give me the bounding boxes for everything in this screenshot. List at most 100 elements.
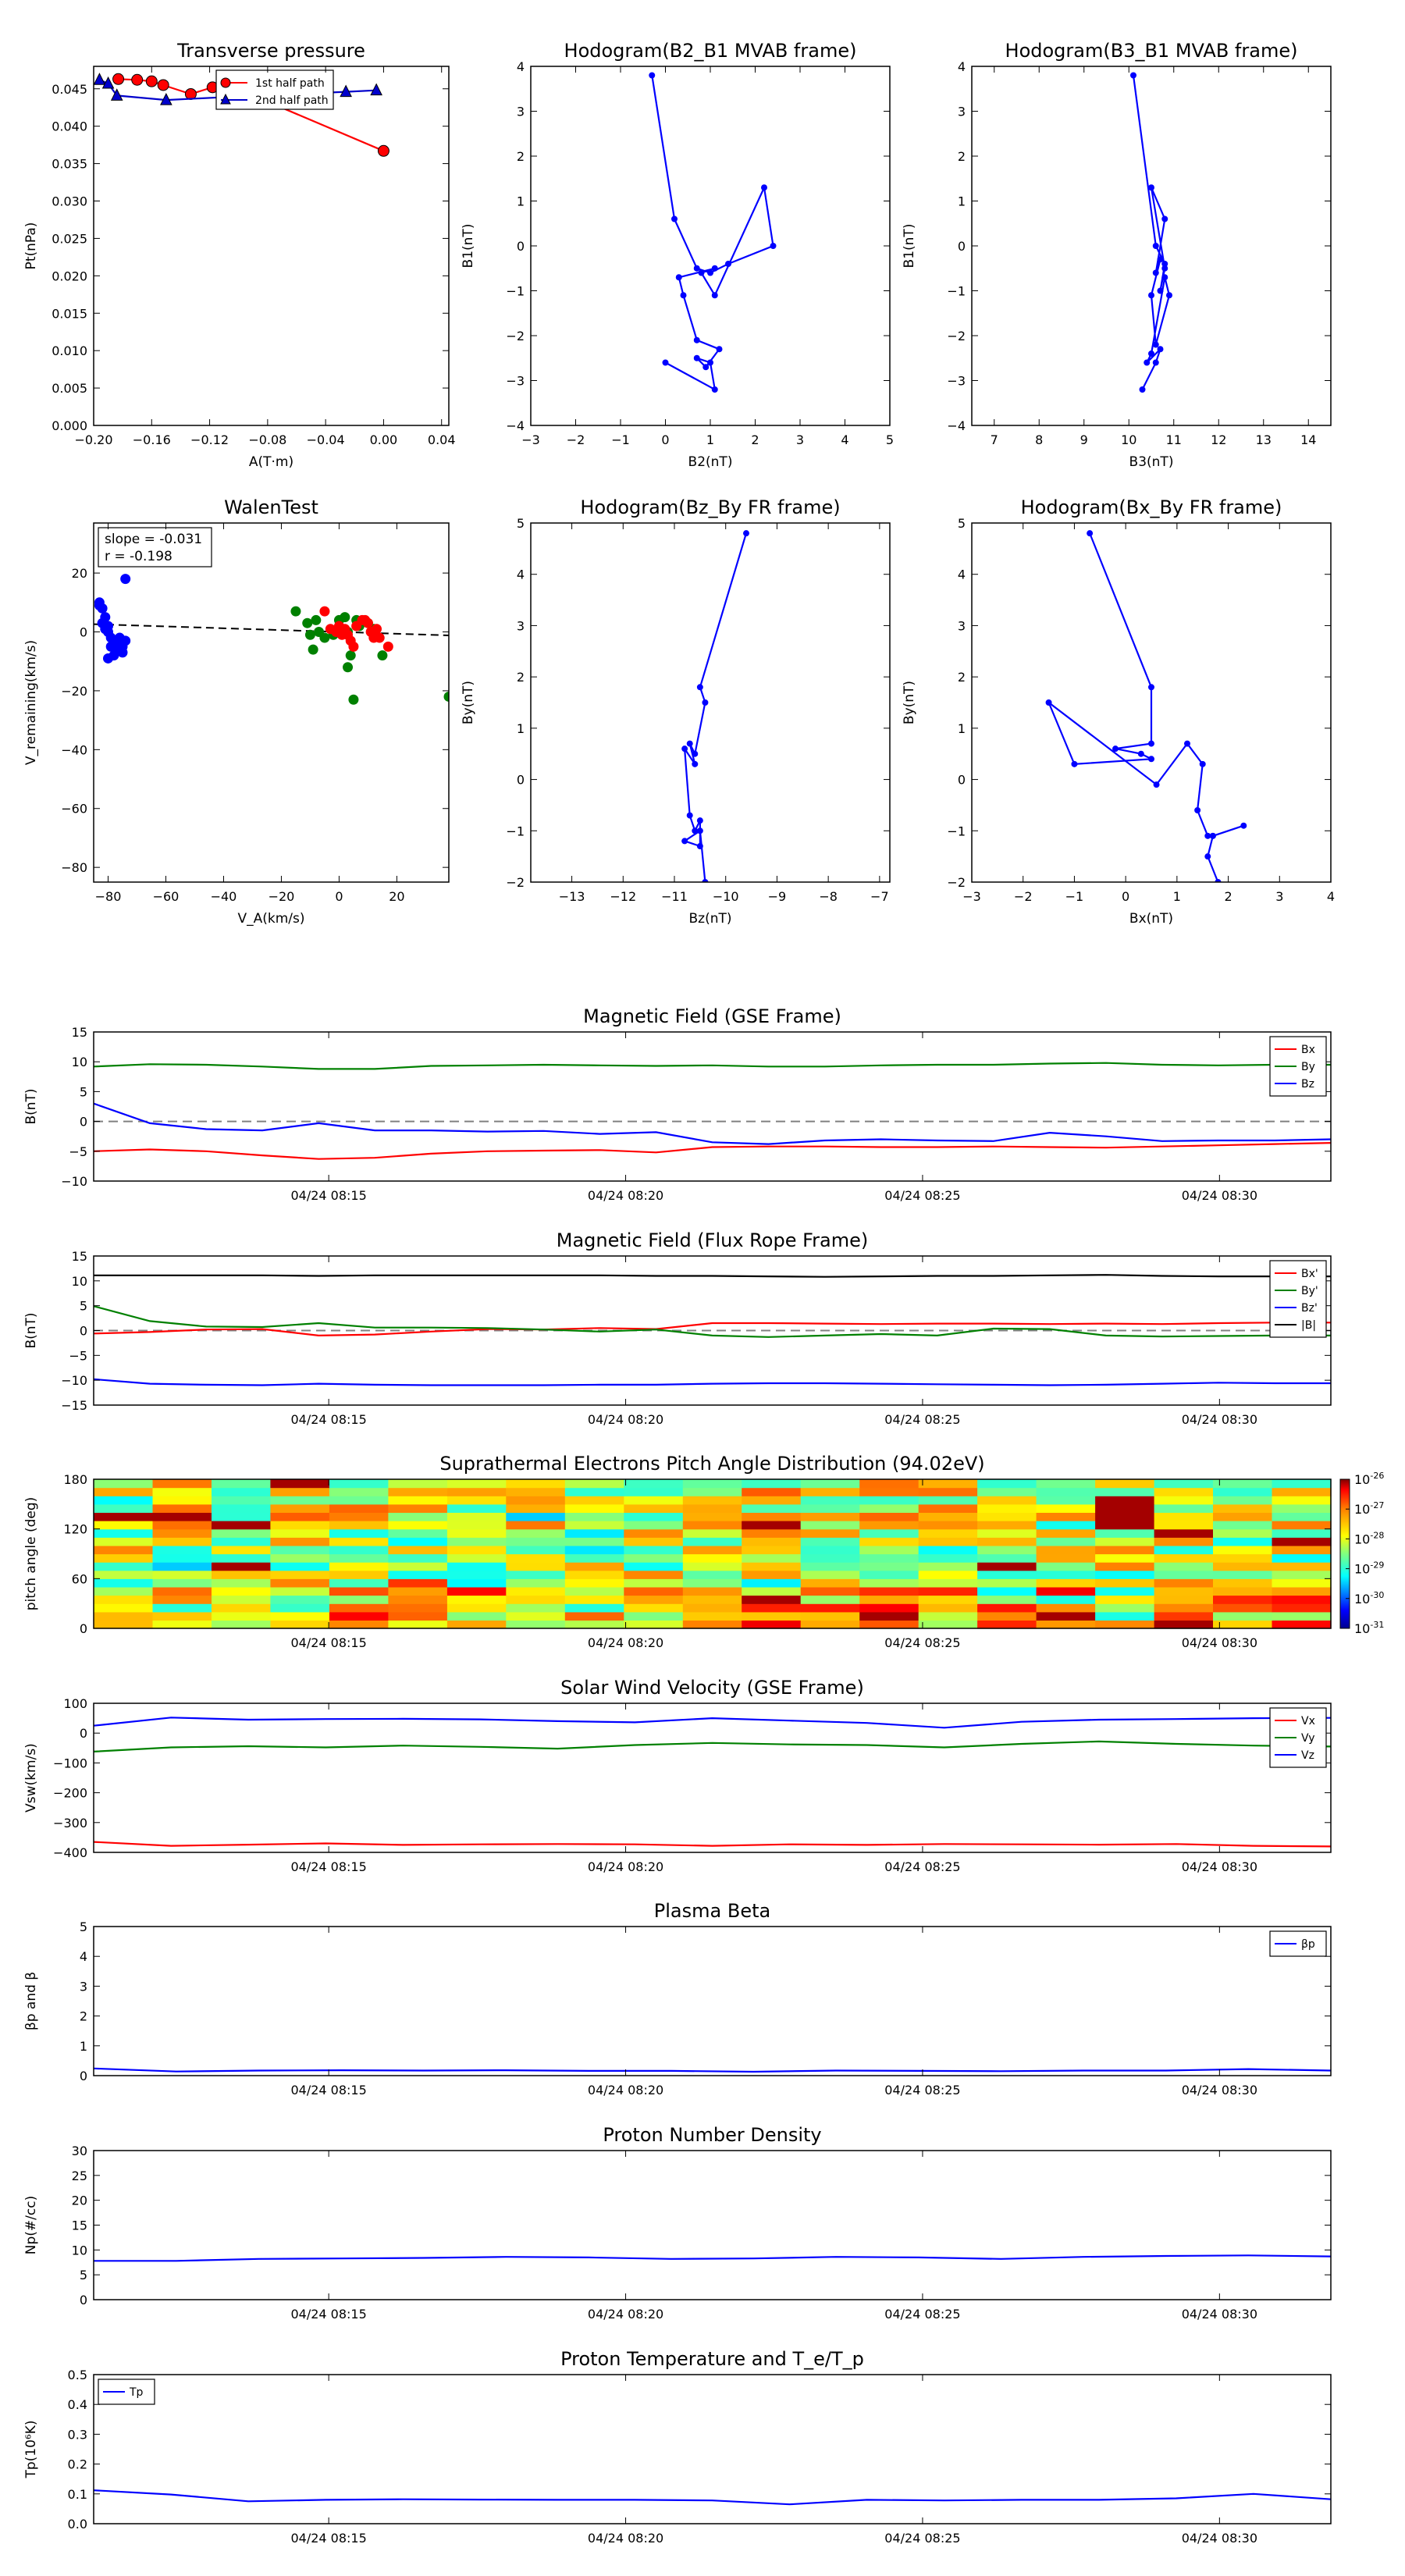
data-point [1148,292,1154,299]
heatmap-cell [1213,1562,1273,1571]
heatmap-cell [859,1586,919,1596]
y-tick-label: 25 [72,2169,87,2183]
heatmap-cell [212,1528,272,1538]
heatmap-cell [682,1578,742,1588]
data-point [696,827,703,834]
heatmap-cell [94,1503,154,1513]
heatmap-cell [270,1570,330,1579]
heatmap-cell [270,1479,330,1489]
plot-area [649,72,777,393]
heatmap-cell [682,1595,742,1604]
time-tick-label: 04/24 08:15 [290,1412,366,1427]
heatmap-cell [564,1586,624,1596]
heatmap-cell [859,1595,919,1604]
data-point [343,662,354,673]
x-axis-label: B2(nT) [688,454,733,470]
heatmap-cell [918,1603,978,1613]
series-line-0 [94,2254,1332,2262]
x-axis-label: A(T·m) [249,454,293,470]
heatmap-cell [1095,1528,1155,1538]
y-tick-label: −10 [61,1373,87,1388]
heatmap-cell [388,1528,448,1538]
time-tick-label: 04/24 08:15 [290,2307,366,2322]
data-point [345,650,356,661]
heatmap-cell [1272,1512,1332,1521]
x-tick-label: −40 [211,889,237,904]
heatmap-cell [977,1562,1037,1571]
data-point [94,73,106,85]
x-tick-label: 0.00 [370,432,398,447]
heatmap-cell [800,1611,860,1621]
heatmap-cell [800,1479,860,1489]
heatmap-cell [564,1545,624,1555]
heatmap-cell [388,1620,448,1629]
data-point [94,600,105,611]
panel-tp: 1st half path 2nd half path Transverse pre… [23,40,456,470]
data-point [308,644,318,655]
heatmap-cell [1213,1512,1273,1521]
y-tick-label: 5 [80,1299,87,1314]
heatmap-cell [977,1521,1037,1530]
heatmap-cell [624,1496,684,1505]
heatmap-cell [742,1611,802,1621]
heatmap-cell [1095,1586,1155,1596]
x-tick-label: 9 [1080,432,1088,447]
time-tick-label: 04/24 08:30 [1182,1635,1257,1650]
plot-frame [93,522,450,883]
y-tick-label: 0 [958,773,966,788]
heatmap-cell [506,1479,566,1489]
heatmap-cell [1213,1521,1273,1530]
heatmap-cell [1272,1479,1332,1489]
heatmap-cell [270,1595,330,1604]
heatmap-cell [918,1570,978,1579]
heatmap-cell [1036,1545,1096,1555]
heatmap-cell [918,1521,978,1530]
data-point [707,269,713,276]
heatmap-cell [506,1578,566,1588]
data-point [443,691,449,702]
heatmap-cell [1213,1603,1273,1613]
y-tick-label: −4 [506,418,525,433]
heatmap-cell [859,1528,919,1538]
heatmap-cell [388,1586,448,1596]
heatmap-cell [270,1586,330,1596]
y-tick-label: −1 [947,284,966,299]
y-tick-label: 0.005 [52,381,87,396]
legend-label: Bx' [1301,1268,1318,1280]
heatmap-cell [624,1521,684,1530]
data-point [1148,756,1154,763]
heatmap-cell [859,1620,919,1629]
annotation-r: r = -0.198 [105,549,173,564]
heatmap-cell [742,1578,802,1588]
heatmap-cell [446,1487,507,1496]
heatmap-cell [506,1496,566,1505]
heatmap-cell [682,1620,742,1629]
legend-label: Vx [1301,1715,1315,1727]
y-tick-label: 5 [80,1920,87,1934]
y-tick-label: 120 [63,1522,87,1537]
data-point [1215,879,1222,882]
x-tick-label: −3 [521,432,540,447]
heatmap-cell [742,1586,802,1596]
heatmap-cell [1272,1620,1332,1629]
heatmap-cell [682,1496,742,1505]
heatmap-cell [624,1545,684,1555]
data-point [160,93,173,105]
heatmap-cell [624,1603,684,1613]
heatmap-cell [977,1512,1037,1521]
time-tick-label: 04/24 08:25 [884,1635,960,1650]
heatmap-cell [742,1620,802,1629]
y-tick-label: 100 [63,1696,87,1711]
y-tick-label: 180 [63,1472,87,1487]
chart-title: Proton Number Density [603,2124,821,2146]
x-tick-label: 20 [389,889,404,904]
heatmap-cell [624,1578,684,1588]
y-tick-label: 3 [517,618,525,633]
heatmap-cell [446,1620,507,1629]
annotation-slope: slope = -0.031 [105,532,202,547]
heatmap-cell [1154,1586,1214,1596]
data-point [340,84,352,98]
heatmap-cell [859,1578,919,1588]
heatmap-cell [742,1503,802,1513]
